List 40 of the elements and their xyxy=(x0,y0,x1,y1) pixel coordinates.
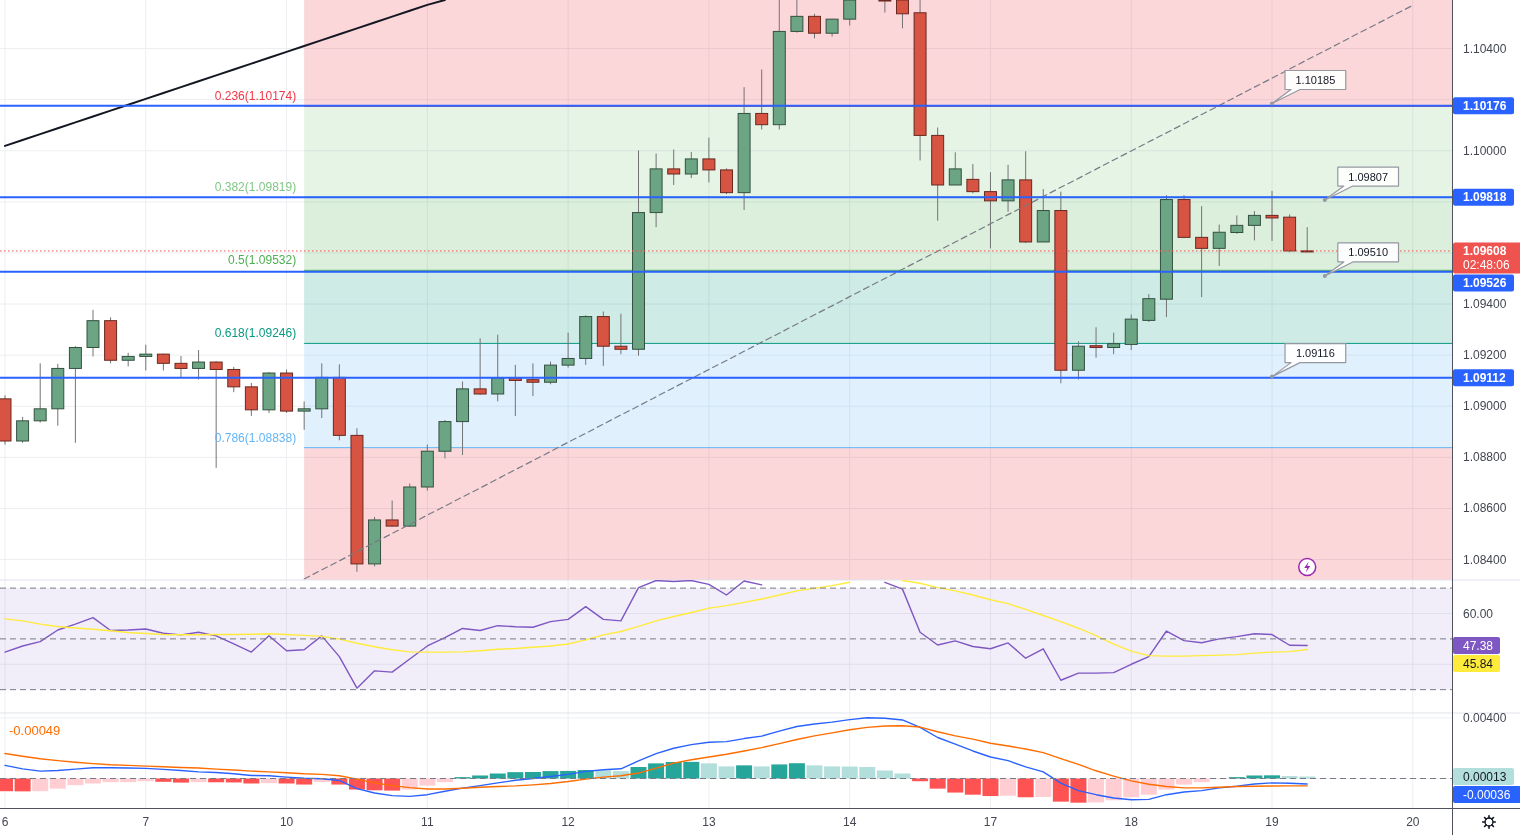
annotation: 1.10185 xyxy=(1295,73,1336,86)
x-tick-label: 6 xyxy=(1,815,9,829)
band-label: 0.382(1.09819) xyxy=(214,180,297,194)
band-label: 0.618(1.09246) xyxy=(214,326,297,341)
ref-line-label: 1.09526 xyxy=(1463,275,1507,290)
y-tick-label: 0.00013 xyxy=(1463,769,1507,784)
x-tick-label: 13 xyxy=(702,815,716,829)
x-tick-label: 12 xyxy=(561,815,576,829)
x-tick-label: 18 xyxy=(1124,815,1139,829)
ref-line-label: 1.09608 xyxy=(1463,243,1507,258)
y-tick-label: 1.08400 xyxy=(1463,552,1507,567)
annotation: 1.09807 xyxy=(1348,170,1389,183)
y-tick-label: 47.38 xyxy=(1463,638,1494,653)
y-tick-label: 1.10400 xyxy=(1463,41,1507,56)
y-tick-label: 1.10000 xyxy=(1463,143,1507,158)
y-tick-label: 60.00 xyxy=(1463,606,1494,621)
x-tick-label: 19 xyxy=(1265,815,1280,829)
y-tick-label: 1.09400 xyxy=(1463,297,1507,312)
text: -0.00049 xyxy=(9,722,61,738)
x-tick-label: 10 xyxy=(279,815,294,829)
y-tick-label: 1.09200 xyxy=(1463,348,1507,363)
x-tick-label: 11 xyxy=(421,815,434,829)
ref-line-label: 1.09112 xyxy=(1463,370,1507,385)
x-tick-label: 7 xyxy=(142,815,150,829)
y-tick-label: 1.08600 xyxy=(1463,501,1507,516)
ref-line-label: 1.09818 xyxy=(1463,190,1507,205)
x-tick-label: 17 xyxy=(983,815,998,829)
band-label: 0.236(1.10174) xyxy=(214,89,297,104)
annotation: 1.09116 xyxy=(1295,347,1335,360)
y-tick-label: 0.00400 xyxy=(1463,710,1507,725)
band-label: 0.5(1.09532) xyxy=(228,253,297,268)
text: 45.84 xyxy=(1463,656,1494,671)
text: 02:48:06 xyxy=(1463,257,1511,272)
y-tick-label: 1.08800 xyxy=(1463,450,1507,465)
annotation: 1.09510 xyxy=(1348,246,1389,259)
x-tick-label: 14 xyxy=(843,815,857,829)
ref-line-label: 1.10176 xyxy=(1463,98,1507,113)
y-tick-label: 1.09000 xyxy=(1463,399,1507,414)
x-tick-label: 20 xyxy=(1406,815,1420,829)
text: -0.00036 xyxy=(1463,787,1511,802)
